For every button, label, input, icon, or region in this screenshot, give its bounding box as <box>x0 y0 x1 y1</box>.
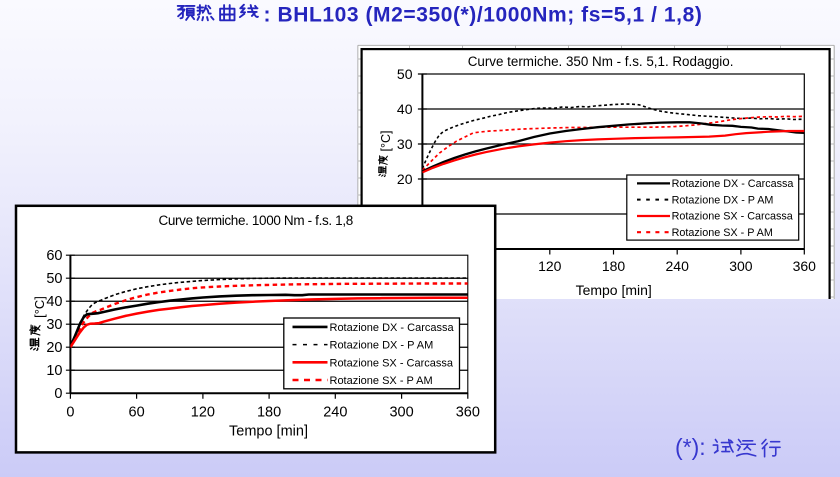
svg-text:Curve termiche. 350 Nm - f.s.: Curve termiche. 350 Nm - f.s. 5,1. Rodag… <box>468 54 734 69</box>
svg-text:300: 300 <box>729 258 753 274</box>
svg-text:Rotazione SX - Carcassa: Rotazione SX - Carcassa <box>330 357 454 369</box>
svg-text:20: 20 <box>397 171 413 187</box>
svg-text:Curve termiche. 1000 Nm - f.s.: Curve termiche. 1000 Nm - f.s. 1,8 <box>158 213 352 228</box>
svg-text:50: 50 <box>397 66 413 82</box>
svg-text:Rotazione DX - P AM: Rotazione DX - P AM <box>672 194 774 206</box>
svg-text:Rotazione DX - Carcassa: Rotazione DX - Carcassa <box>672 178 794 190</box>
svg-text:[°C]: [°C] <box>32 296 47 318</box>
svg-text:[°C]: [°C] <box>379 131 393 152</box>
svg-text:360: 360 <box>793 258 817 274</box>
svg-text:360: 360 <box>456 405 480 421</box>
svg-text:300: 300 <box>389 405 413 421</box>
svg-text:240: 240 <box>666 258 690 274</box>
svg-text:180: 180 <box>257 405 281 421</box>
svg-text:30: 30 <box>46 317 62 333</box>
svg-text:(*):: (*): <box>675 434 706 460</box>
svg-text:Tempo [min]: Tempo [min] <box>576 282 652 298</box>
svg-text:50: 50 <box>46 271 62 287</box>
svg-text:120: 120 <box>538 258 562 274</box>
svg-text:20: 20 <box>46 340 62 356</box>
svg-text:Rotazione SX - P AM: Rotazione SX - P AM <box>330 375 433 387</box>
svg-text:Rotazione SX - P AM: Rotazione SX - P AM <box>672 227 773 239</box>
svg-text:: BHL103 (M2=350(*)/1000Nm; fs: : BHL103 (M2=350(*)/1000Nm; fs=5,1 / 1,8… <box>264 4 703 27</box>
svg-text:40: 40 <box>397 101 413 117</box>
svg-text:40: 40 <box>46 294 62 310</box>
svg-text:Rotazione SX - Carcassa: Rotazione SX - Carcassa <box>672 211 793 223</box>
svg-text:60: 60 <box>129 405 145 421</box>
svg-text:30: 30 <box>397 136 413 152</box>
svg-text:Rotazione DX - P AM: Rotazione DX - P AM <box>330 340 434 352</box>
svg-text:Rotazione DX - Carcassa: Rotazione DX - Carcassa <box>330 322 455 334</box>
svg-text:180: 180 <box>602 258 626 274</box>
svg-text:Tempo [min]: Tempo [min] <box>229 424 308 440</box>
svg-text:0: 0 <box>66 405 74 421</box>
svg-text:60: 60 <box>46 248 62 264</box>
svg-text:120: 120 <box>191 405 215 421</box>
svg-text:10: 10 <box>46 363 62 379</box>
svg-text:0: 0 <box>54 386 62 402</box>
svg-text:240: 240 <box>323 405 347 421</box>
